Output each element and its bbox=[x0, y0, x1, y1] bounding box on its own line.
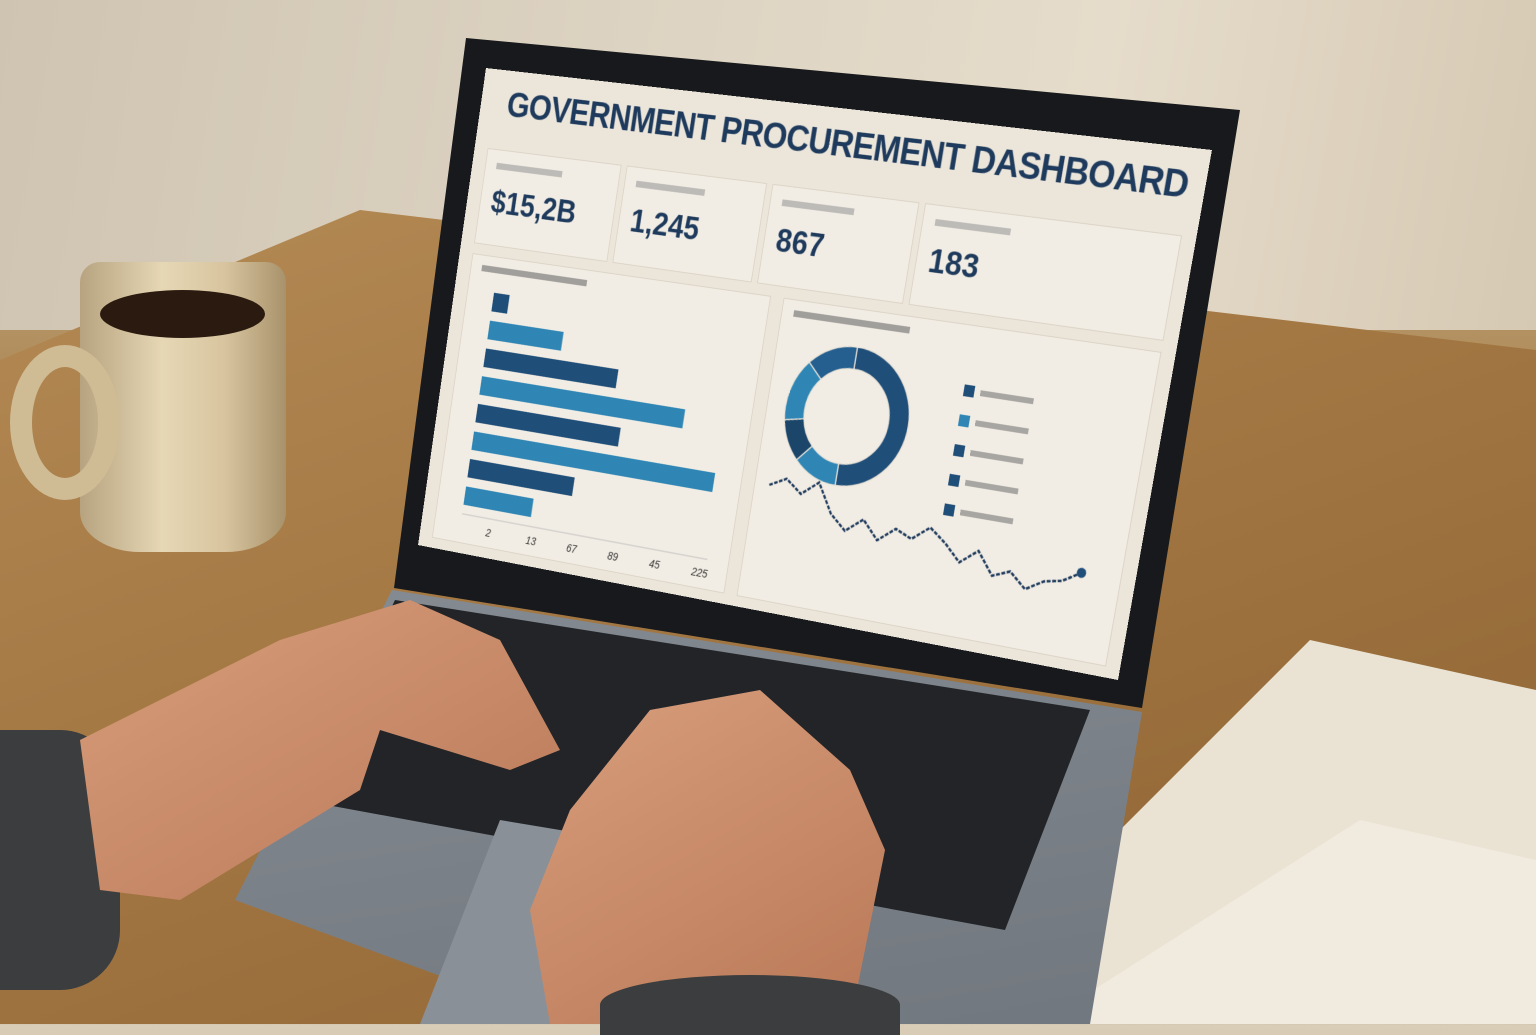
kpi-card: 867 bbox=[757, 183, 920, 304]
legend-swatch bbox=[952, 444, 966, 458]
bar bbox=[487, 320, 564, 351]
bar bbox=[483, 348, 619, 389]
tick-label: 89 bbox=[606, 549, 619, 564]
laptop-screen: GOVERNMENT PROCUREMENT DASHBOARD $15,2B … bbox=[418, 68, 1212, 681]
kpi-value: 867 bbox=[773, 222, 827, 265]
bar bbox=[491, 292, 510, 314]
legend-label bbox=[979, 390, 1034, 405]
legend-swatch bbox=[942, 503, 956, 517]
legend-swatch bbox=[947, 473, 961, 488]
x-axis bbox=[462, 514, 707, 560]
bar bbox=[471, 431, 716, 493]
donut-chart bbox=[737, 299, 1160, 666]
coffee bbox=[100, 290, 265, 338]
trend-endpoint bbox=[1075, 567, 1087, 579]
legend-swatch bbox=[962, 384, 976, 398]
right-sleeve bbox=[600, 975, 900, 1035]
kpi-value: $15,2B bbox=[488, 184, 579, 231]
legend-label bbox=[974, 420, 1029, 435]
legend-label bbox=[959, 509, 1014, 525]
donut-segment bbox=[835, 347, 920, 496]
trend-line bbox=[760, 474, 1089, 598]
kpi-card: $15,2B bbox=[474, 148, 622, 262]
kpi-value: 183 bbox=[925, 242, 982, 286]
bar-chart-panel: 2 13 67 89 45 225 bbox=[432, 253, 772, 594]
kpi-value: 1,245 bbox=[627, 203, 702, 248]
bar bbox=[463, 486, 534, 518]
tick-label: 13 bbox=[524, 533, 537, 548]
mug-handle bbox=[10, 345, 120, 500]
bar bbox=[467, 458, 575, 497]
bar bbox=[475, 403, 621, 447]
tick-label: 225 bbox=[690, 564, 709, 581]
kpi-card: 183 bbox=[908, 203, 1182, 341]
bar bbox=[479, 376, 686, 429]
tick-label: 45 bbox=[648, 556, 661, 572]
legend-label bbox=[964, 479, 1019, 495]
kpi-card: 1,245 bbox=[612, 165, 768, 283]
tick-label: 67 bbox=[565, 541, 578, 556]
donut-chart-panel bbox=[736, 297, 1162, 667]
legend-label bbox=[969, 450, 1024, 465]
legend-swatch bbox=[957, 414, 971, 428]
bar-chart bbox=[433, 292, 716, 593]
